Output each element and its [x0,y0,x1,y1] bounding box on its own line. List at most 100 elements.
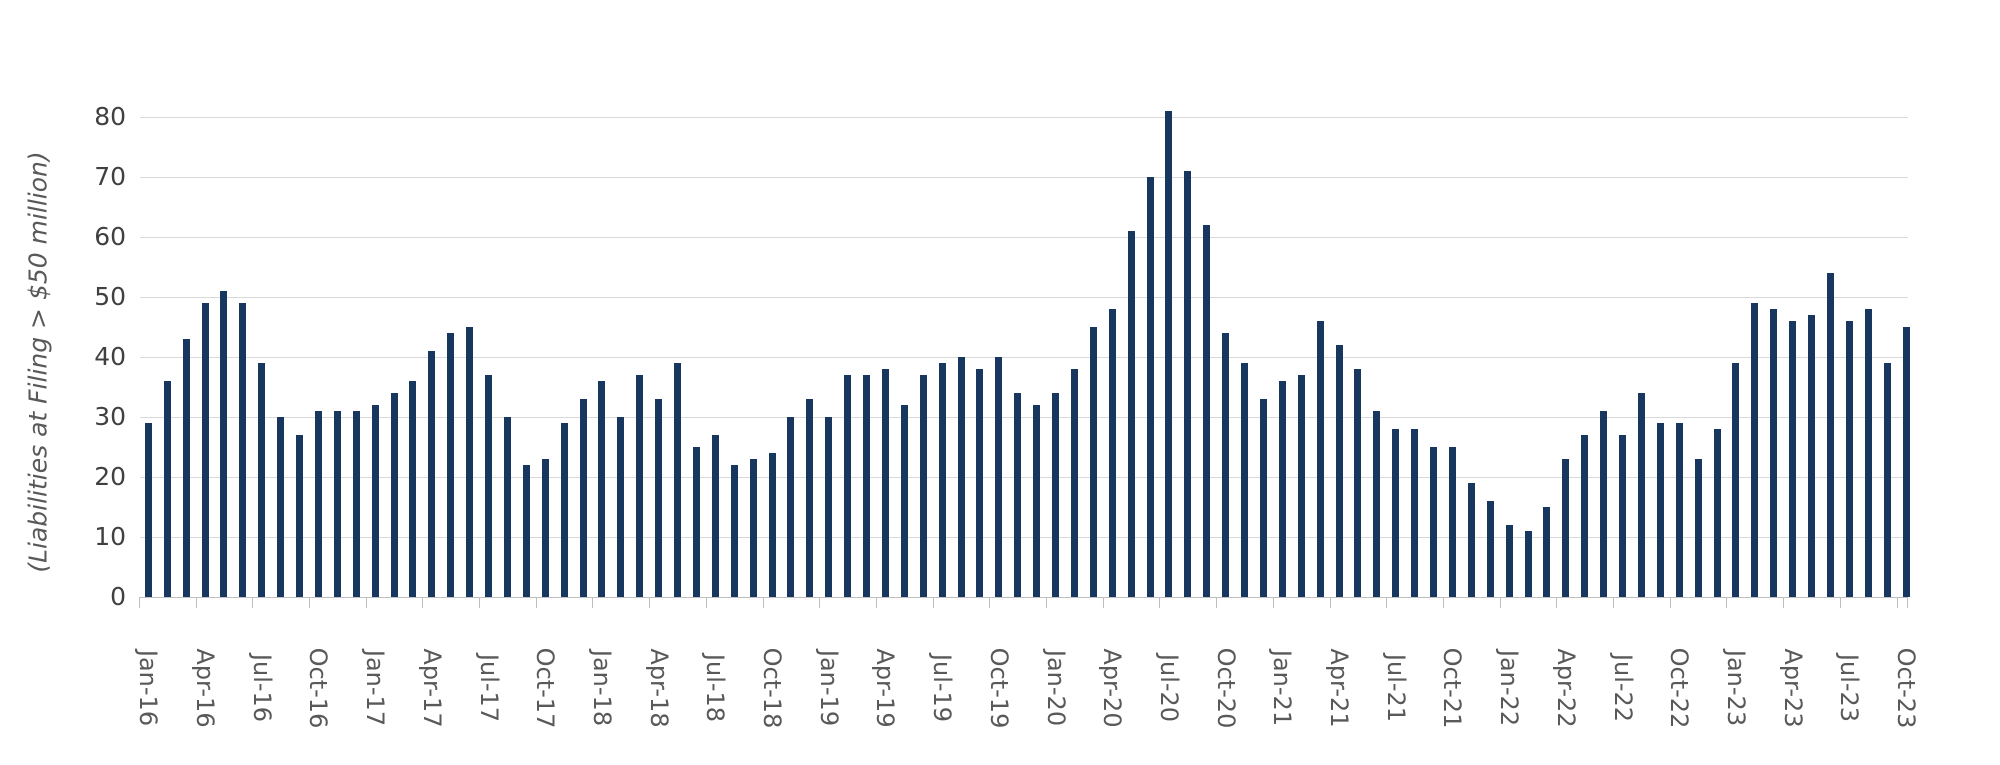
x-axis-tick-label: Apr-18 [644,648,673,728]
bar [333,411,341,597]
bar [258,363,266,597]
bar [1505,525,1513,597]
bar [503,417,511,597]
x-axis-tick [1896,597,1898,608]
bar [749,459,757,597]
bar [314,411,322,597]
x-axis-tick-label: Jul-21 [1381,653,1410,723]
x-axis-tick [592,597,594,608]
bar [1600,411,1608,597]
bar [655,399,663,597]
x-axis-tick-label: Oct-18 [758,647,786,729]
bar [1165,111,1173,597]
bar [957,357,965,597]
x-axis-tick [1669,597,1671,608]
x-axis-tick [479,597,481,608]
x-axis-tick-label: Apr-16 [191,648,219,728]
x-axis-tick-label: Jan-21 [1268,649,1297,727]
gridline [140,176,1908,178]
x-axis-tick-label: Jul-16 [247,653,276,723]
x-axis-tick-label: Jul-20 [1154,653,1183,723]
x-axis-tick [1907,597,1908,608]
x-axis-tick-label: Jul-17 [474,653,503,723]
bar [1184,171,1192,597]
bar [730,465,738,597]
x-axis-tick-label: Apr-17 [417,648,446,728]
x-axis-tick-label: Apr-20 [1098,648,1127,728]
x-axis-tick-label: Oct-23 [1892,647,1920,729]
y-axis-tick-label: 10 [94,522,126,551]
gridline [140,116,1908,118]
y-axis-tick-label: 20 [94,462,126,491]
x-axis-tick-label: Oct-19 [984,647,1013,729]
bar [296,435,303,597]
x-axis-tick [138,597,140,608]
bar [1411,429,1419,597]
bar [1637,393,1645,597]
bar [1070,369,1078,597]
bar [1052,393,1059,597]
bar [1826,273,1834,597]
x-axis-tick-label: Jan-18 [587,649,616,727]
bar [787,417,795,597]
bar [844,375,852,597]
gridline [140,356,1908,358]
bar [163,381,171,597]
x-axis-tick [762,597,764,608]
bar [541,459,549,597]
bar [1751,303,1759,597]
x-axis-tick-label: Oct-22 [1665,647,1694,729]
bar [352,411,360,597]
bar [692,447,700,597]
bar [1467,483,1475,597]
x-axis-tick-label: Jul-23 [1835,653,1864,723]
bar [976,369,984,597]
x-axis-tick-label: Jan-23 [1721,649,1750,727]
bar [447,333,455,597]
x-axis-tick [1839,597,1841,608]
bar [1127,231,1135,597]
x-axis-tick [1499,597,1501,608]
x-axis-tick [705,597,707,608]
x-axis-tick [875,597,877,608]
bar [806,399,814,597]
x-axis-tick [252,597,254,608]
bar [1770,309,1778,597]
x-axis-tick-label: Apr-22 [1551,648,1580,728]
bar [144,423,152,597]
y-axis-tick-label: 80 [94,102,126,131]
bar [1732,363,1740,597]
x-axis-tick [1272,597,1274,608]
bar [579,399,587,597]
x-axis-tick-label: Apr-23 [1778,648,1807,728]
bar [768,453,776,597]
bar [1373,411,1381,597]
x-axis-tick [535,597,537,608]
bar [1316,321,1324,597]
x-axis-tick [1442,597,1444,608]
y-axis-tick-label: 50 [94,282,126,311]
x-axis-tick [1046,597,1048,608]
bar [1222,333,1230,597]
bar [900,405,908,597]
bar [1864,309,1872,597]
bar [1203,225,1211,597]
bar [1278,381,1286,597]
bar [1259,399,1267,597]
x-axis-tick [1216,597,1218,608]
gridline [140,536,1908,538]
x-axis-tick-label: Jan-22 [1495,649,1524,727]
bar [711,435,719,597]
x-axis-tick [1329,597,1331,608]
x-axis-tick-label: Oct-21 [1438,647,1467,729]
x-axis-tick [649,597,651,608]
bar [1581,435,1589,597]
gridline [140,296,1908,298]
x-axis-tick-label: Apr-19 [871,648,900,728]
bar [1845,321,1853,597]
bar [674,363,681,597]
bar [1448,447,1456,597]
x-axis-tick-label: Jul-18 [701,653,730,723]
bar [1108,309,1116,597]
bar [1486,501,1494,597]
